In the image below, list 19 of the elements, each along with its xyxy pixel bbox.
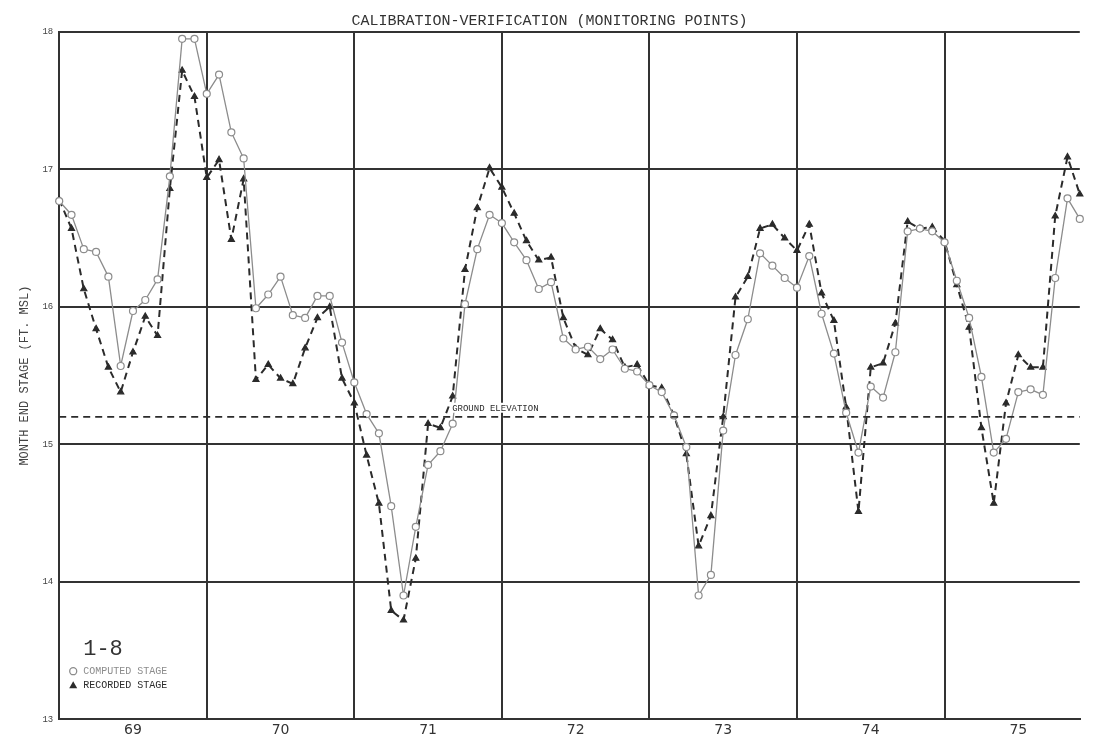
x-tick-label: 73	[714, 721, 733, 738]
y-tick-label: 14	[42, 577, 54, 588]
x-tick-label: 75	[1009, 721, 1028, 738]
y-tick-label: 13	[42, 714, 54, 725]
x-tick-label: 69	[124, 721, 142, 738]
annotation: 1-8	[83, 637, 123, 663]
x-tick-label: 70	[271, 721, 290, 738]
y-tick-label: 15	[42, 439, 54, 450]
x-tick-label: 71	[419, 721, 438, 738]
ref-line-label: GROUND ELEVATION	[452, 403, 539, 414]
legend-label: RECORDED STAGE	[83, 679, 168, 691]
y-tick-label: 16	[42, 302, 54, 313]
y-tick-label: 17	[42, 164, 54, 175]
x-tick-label: 74	[861, 721, 880, 738]
legend-label: COMPUTED STAGE	[83, 665, 168, 677]
chart-title: CALIBRATION-VERIFICATION (MONITORING POINTS)	[351, 12, 748, 30]
y-tick-label: 18	[42, 27, 54, 38]
x-tick-label: 72	[566, 721, 585, 738]
y-axis-title: MONTH END STAGE (FT. MSL)	[18, 285, 33, 466]
